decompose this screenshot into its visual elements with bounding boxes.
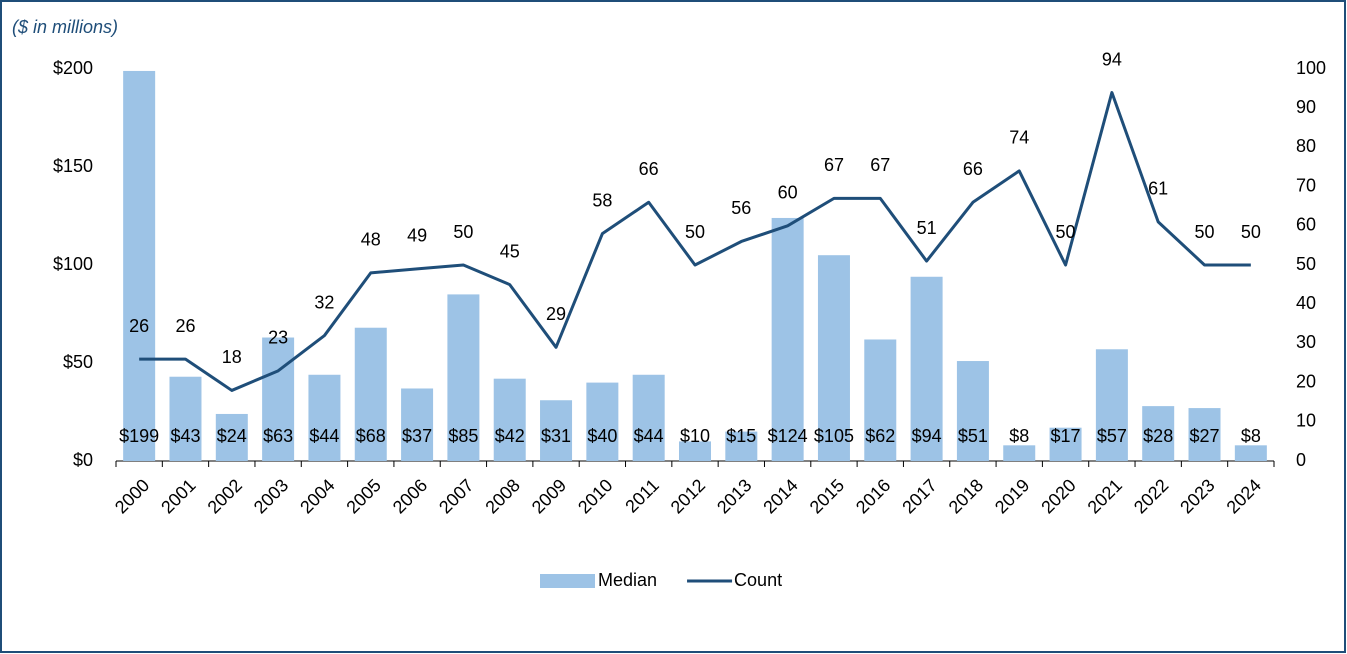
y-tick-label: $50 [63, 352, 93, 372]
line-value-label: 56 [731, 198, 751, 218]
bar [956, 361, 989, 461]
y-tick-label: $200 [53, 58, 93, 78]
line-value-label: 66 [963, 159, 983, 179]
bar [771, 217, 804, 461]
bar-value-label: $105 [814, 426, 854, 446]
bar [215, 413, 248, 461]
line-value-label: 26 [175, 316, 195, 336]
line-value-label: 29 [546, 304, 566, 324]
bar [679, 441, 711, 461]
y-tick-label: $100 [53, 254, 93, 274]
bar-value-label: $10 [680, 426, 710, 446]
bar [1049, 427, 1082, 461]
bar [817, 255, 850, 461]
y2-tick-label: 50 [1296, 254, 1316, 274]
bar-value-label: $8 [1241, 426, 1261, 446]
bar-value-label: $51 [958, 426, 988, 446]
bar-value-label: $44 [634, 426, 664, 446]
line-value-label: 50 [453, 222, 473, 242]
y2-tick-label: 80 [1296, 136, 1316, 156]
line-value-label: 94 [1102, 49, 1122, 69]
bar-value-label: $27 [1189, 426, 1219, 446]
bar-value-label: $17 [1051, 426, 1081, 446]
bar [1188, 408, 1221, 461]
bar [354, 327, 387, 461]
bar-value-label: $85 [448, 426, 478, 446]
y-tick-label: $150 [53, 156, 93, 176]
bar-value-label: $63 [263, 426, 293, 446]
bar [1142, 406, 1175, 461]
bar-value-label: $31 [541, 426, 571, 446]
bar-value-label: $15 [726, 426, 756, 446]
bar-value-label: $43 [170, 426, 200, 446]
bar [1003, 445, 1036, 461]
line-value-label: 50 [685, 222, 705, 242]
bar-value-label: $199 [119, 426, 159, 446]
chart-subtitle: ($ in millions) [12, 17, 118, 37]
bar-value-label: $37 [402, 426, 432, 446]
bar-value-label: $57 [1097, 426, 1127, 446]
line-value-label: 58 [592, 190, 612, 210]
bar [447, 294, 480, 461]
y2-tick-label: 20 [1296, 371, 1316, 391]
legend-label: Median [598, 570, 657, 590]
line-value-label: 74 [1009, 128, 1029, 148]
bar [169, 376, 202, 461]
bar-value-label: $62 [865, 426, 895, 446]
bar [401, 388, 434, 461]
bar-value-label: $124 [768, 426, 808, 446]
line-value-label: 66 [639, 159, 659, 179]
bar [123, 70, 156, 462]
y2-tick-label: 100 [1296, 58, 1326, 78]
line-value-label: 49 [407, 226, 427, 246]
bar [540, 400, 573, 461]
y2-tick-label: 10 [1296, 411, 1316, 431]
y2-tick-label: 60 [1296, 215, 1316, 235]
bar [1095, 349, 1128, 461]
bar-value-label: $42 [495, 426, 525, 446]
bar-value-label: $44 [309, 426, 339, 446]
bar-value-label: $40 [587, 426, 617, 446]
bar [586, 382, 619, 461]
y2-tick-label: 30 [1296, 332, 1316, 352]
line [139, 91, 1251, 392]
line-value-label: 61 [1148, 179, 1168, 199]
line-value-label: 50 [1241, 222, 1261, 242]
bar-value-label: $68 [356, 426, 386, 446]
y2-tick-label: 0 [1296, 450, 1306, 470]
bar [1234, 445, 1267, 461]
y2-tick-label: 90 [1296, 97, 1316, 117]
bar [864, 339, 897, 461]
bar [262, 337, 295, 461]
bar-value-label: $24 [217, 426, 247, 446]
line-value-label: 67 [870, 155, 890, 175]
line-value-label: 26 [129, 316, 149, 336]
bar [632, 374, 665, 461]
bar [308, 374, 341, 461]
line-value-label: 67 [824, 155, 844, 175]
bar [910, 276, 943, 461]
legend-swatch [540, 574, 595, 588]
line-value-label: 51 [917, 218, 937, 238]
line-value-label: 60 [778, 183, 798, 203]
bar-value-label: $28 [1143, 426, 1173, 446]
y-tick-label: $0 [73, 450, 93, 470]
line-value-label: 48 [361, 230, 381, 250]
legend-label: Count [734, 570, 782, 590]
line-value-label: 18 [222, 347, 242, 367]
y2-tick-label: 70 [1296, 175, 1316, 195]
line-value-label: 23 [268, 328, 288, 348]
bar [493, 378, 526, 461]
line-value-label: 50 [1056, 222, 1076, 242]
bar [725, 431, 758, 461]
y2-tick-label: 40 [1296, 293, 1316, 313]
line-value-label: 45 [500, 241, 520, 261]
line-value-label: 50 [1195, 222, 1215, 242]
bar-value-label: $94 [912, 426, 942, 446]
bar-value-label: $8 [1009, 426, 1029, 446]
line-value-label: 32 [314, 292, 334, 312]
